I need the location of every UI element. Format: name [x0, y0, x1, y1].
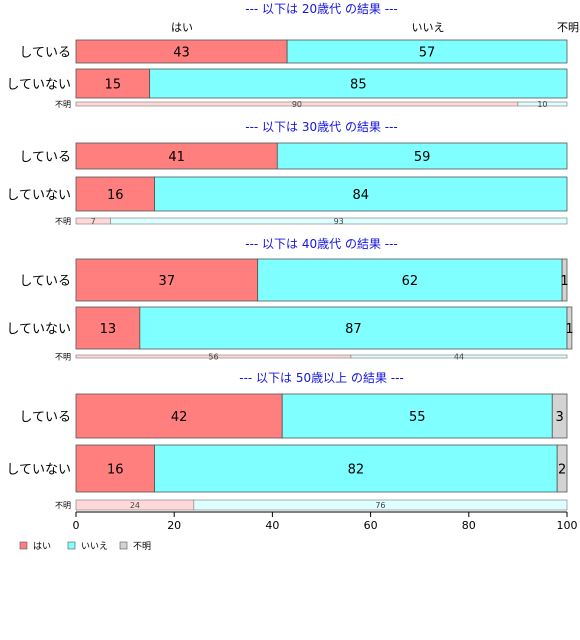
unknown-bar-segment — [517, 101, 568, 107]
unknown-data-label: 93 — [334, 217, 344, 226]
data-label: 84 — [353, 188, 370, 203]
x-tick-label: 40 — [265, 519, 279, 532]
unknown-bar-segment — [110, 217, 568, 225]
x-tick-label: 60 — [364, 519, 378, 532]
data-label: 16 — [107, 188, 124, 203]
bar-segment — [551, 393, 568, 439]
row-label: していない — [6, 78, 71, 93]
row-label: している — [19, 150, 71, 165]
unknown-data-label: 24 — [130, 501, 140, 510]
data-label: 1 — [565, 322, 573, 337]
data-label: 87 — [345, 322, 362, 337]
legend-swatch — [19, 541, 28, 550]
bar-segment — [75, 444, 155, 493]
column-header: いいえ — [412, 21, 445, 34]
bar-segment — [566, 306, 573, 350]
unknown-data-label: 90 — [292, 100, 302, 109]
panel-title: --- 以下は 40歳代 の結果 --- — [245, 237, 398, 251]
row-label: している — [19, 274, 71, 289]
bar-segment — [276, 142, 568, 170]
row-label: していない — [6, 322, 71, 337]
data-label: 59 — [414, 150, 431, 165]
bar-segment — [154, 176, 568, 212]
unknown-data-label: 56 — [208, 353, 218, 362]
legend-label: はい — [33, 541, 51, 552]
unknown-data-label: 7 — [91, 217, 96, 226]
bar-segment — [286, 39, 568, 64]
x-tick-label: 20 — [167, 519, 181, 532]
row-label: していない — [6, 188, 71, 203]
legend-label: いいえ — [81, 541, 108, 552]
unknown-data-label: 10 — [537, 100, 547, 109]
unknown-row-label: 不明 — [55, 217, 71, 226]
data-label: 2 — [558, 463, 566, 478]
x-tick-label: 80 — [462, 519, 476, 532]
unknown-row-label: 不明 — [55, 501, 71, 510]
unknown-row-label: 不明 — [55, 353, 71, 362]
data-label: 43 — [173, 46, 190, 61]
row-label: している — [19, 410, 71, 425]
row-label: している — [19, 46, 71, 61]
legend-swatch — [67, 541, 76, 550]
bar-segment — [556, 444, 568, 493]
data-label: 15 — [105, 78, 122, 93]
bar-segment — [154, 444, 558, 493]
column-header: はい — [171, 21, 193, 34]
bar-segment — [75, 68, 151, 99]
data-label: 13 — [100, 322, 117, 337]
bar-segment — [75, 258, 259, 302]
unknown-data-label: 44 — [454, 353, 464, 362]
unknown-row-label: 不明 — [55, 100, 71, 109]
unknown-data-label: 76 — [375, 501, 385, 510]
bar-segment — [257, 258, 563, 302]
data-label: 16 — [107, 463, 124, 478]
bar-segment — [75, 176, 155, 212]
bar-segment — [149, 68, 568, 99]
panel-title: --- 以下は 50歳以上 の結果 --- — [239, 371, 404, 385]
row-label: していない — [6, 463, 71, 478]
data-label: 1 — [560, 274, 568, 289]
panel-title: --- 以下は 20歳代 の結果 --- — [245, 2, 398, 16]
data-label: 85 — [350, 78, 367, 93]
data-label: 55 — [409, 410, 426, 425]
column-header: 不明 — [557, 21, 579, 34]
bar-segment — [139, 306, 568, 350]
data-label: 37 — [159, 274, 176, 289]
data-label: 3 — [555, 410, 563, 425]
data-label: 41 — [168, 150, 185, 165]
data-label: 62 — [402, 274, 419, 289]
legend-label: 不明 — [133, 541, 151, 552]
data-label: 82 — [348, 463, 365, 478]
x-tick-label: 100 — [557, 519, 578, 532]
data-label: 57 — [419, 46, 436, 61]
bar-segment — [281, 393, 553, 439]
bar-segment — [75, 393, 283, 439]
bar-segment — [75, 306, 141, 350]
data-label: 42 — [171, 410, 188, 425]
unknown-bar-segment — [350, 354, 568, 359]
x-tick-label: 0 — [73, 519, 80, 532]
legend-swatch — [119, 541, 128, 550]
bar-segment — [561, 258, 568, 302]
panel-title: --- 以下は 30歳代 の結果 --- — [245, 120, 398, 134]
unknown-bar-segment — [193, 499, 568, 511]
